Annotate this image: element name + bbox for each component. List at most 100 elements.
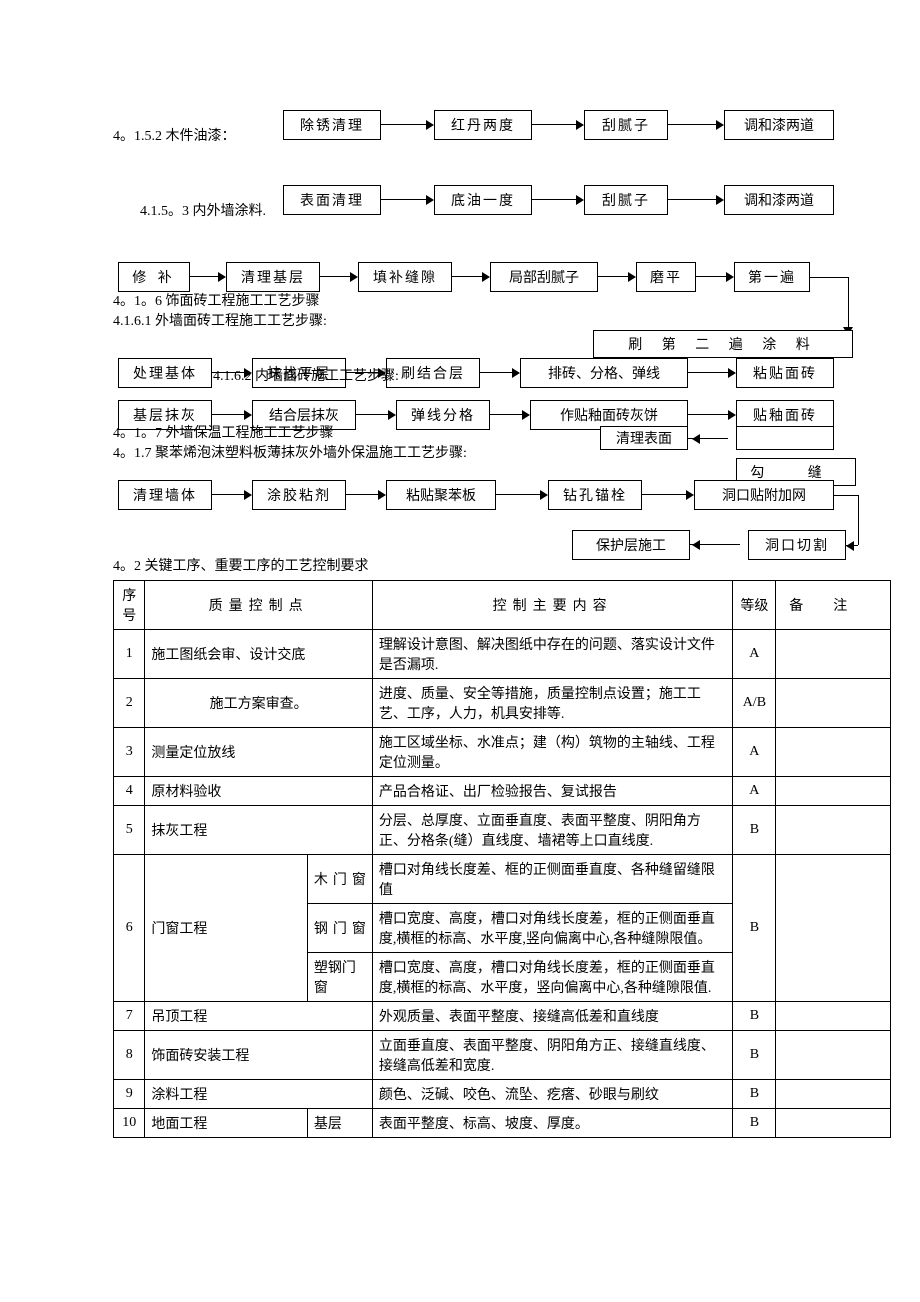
ar-r3-0 (190, 276, 218, 277)
c-8-pt: 饰面砖安装工程 (145, 1031, 373, 1080)
box-r3-1: 清理基层 (226, 262, 320, 292)
qc-row-8: 8 饰面砖安装工程 立面垂直度、表面平整度、阴阳角方正、接缝直线度、接缝高低差和… (114, 1031, 891, 1080)
box-r4-2: 刷结合层 (386, 358, 480, 388)
ar-r5-2 (490, 414, 522, 415)
box-r1-1: 红丹两度 (434, 110, 532, 140)
c-8-ctl: 立面垂直度、表面平整度、阴阳角方正、接缝直线度、接缝高低差和宽度. (372, 1031, 732, 1080)
qc-header-row: 序号 质量控制点 控制主要内容 等级 备注 (114, 581, 891, 630)
th-note: 备注 (776, 581, 891, 630)
th-pt: 质量控制点 (145, 581, 373, 630)
box-r6-taila: 保护层施工 (572, 530, 690, 560)
c-4-note (776, 777, 891, 806)
box-r3-3: 局部刮腻子 (490, 262, 598, 292)
ar-r4-0 (212, 372, 244, 373)
c-7-note (776, 1002, 891, 1031)
ar-r4-1h (378, 368, 386, 378)
qc-row-1: 1 施工图纸会审、设计交底 理解设计意图、解决图纸中存在的问题、落实设计文件是否… (114, 630, 891, 679)
ar-r6-2 (496, 494, 540, 495)
c-4-pt: 原材料验收 (145, 777, 373, 806)
qc-row-9: 9 涂料工程 颜色、泛碱、咬色、流坠、疙瘩、砂眼与刷纹 B (114, 1080, 891, 1109)
box-r5-2: 弹线分格 (396, 400, 490, 430)
label-1-6-2: 4.1.6.2 内墙面砖施工工艺步骤: (213, 365, 399, 385)
box-r6-tailb: 洞口切割 (748, 530, 846, 560)
ar-r4-3h (728, 368, 736, 378)
c-5-pt: 抹灰工程 (145, 806, 373, 855)
c-6a-k: 木门窗 (307, 855, 372, 904)
box-r6-2: 粘贴聚苯板 (386, 480, 496, 510)
box-r4-4: 粘贴面砖 (736, 358, 834, 388)
ar-r6-tv2 (858, 495, 859, 545)
box-r5-taila: 清理表面 (600, 426, 688, 450)
c-5-note (776, 806, 891, 855)
c-2-ctl: 进度、质量、安全等措施，质量控制点设置；施工工艺、工序，人力，机具安排等. (372, 679, 732, 728)
arrow-r1-0-h (426, 120, 434, 130)
c-9-idx: 9 (114, 1080, 145, 1109)
ar-r4-3 (688, 372, 728, 373)
c-9-lvl: B (733, 1080, 776, 1109)
qc-row-5: 5 抹灰工程 分层、总厚度、立面垂直度、表面平整度、阴阳角方正、分格条(缝）直线… (114, 806, 891, 855)
th-lvl: 等级 (733, 581, 776, 630)
label-1-7: 4。1.7 聚苯烯泡沫塑料板薄抹灰外墙外保温施工工艺步骤: (113, 442, 467, 462)
c-4-idx: 4 (114, 777, 145, 806)
ar-r6-3 (642, 494, 686, 495)
c-7-ctl: 外观质量、表面平整度、接缝高低差和直线度 (372, 1002, 732, 1031)
ar-r5-3 (688, 414, 728, 415)
box-r4-3: 排砖、分格、弹线 (520, 358, 688, 388)
qc-row-2: 2 施工方案审查。 进度、质量、安全等措施，质量控制点设置；施工工艺、工序，人力… (114, 679, 891, 728)
box-r3-0: 修 补 (118, 262, 190, 292)
box-r2-0: 表面清理 (283, 185, 381, 215)
qc-row-10: 10 地面工程 基层 表面平整度、标高、坡度、厚度。 B (114, 1109, 891, 1138)
c-2-lvl: A/B (733, 679, 776, 728)
c-8-lvl: B (733, 1031, 776, 1080)
qc-row-7: 7 吊顶工程 外观质量、表面平整度、接缝高低差和直线度 B (114, 1002, 891, 1031)
arrow-r1-1 (532, 124, 576, 125)
ar-r3-1 (320, 276, 350, 277)
c-6c-ctl: 槽口宽度、高度，槽口对角线长度差，框的正侧面垂直度,横框的标高、水平度，竖向偏离… (372, 953, 732, 1002)
qc-table: 序号 质量控制点 控制主要内容 等级 备注 1 施工图纸会审、设计交底 理解设计… (113, 580, 891, 1138)
label-1-6: 4。1。6 饰面砖工程施工工艺步骤 (113, 290, 320, 310)
c-3-lvl: A (733, 728, 776, 777)
ar-r3-2h (482, 272, 490, 282)
box-r3-5: 第一遍 (734, 262, 810, 292)
arrow-r1-2 (668, 124, 716, 125)
box-r1-3: 调和漆两道 (724, 110, 834, 140)
ar-r3-0h (218, 272, 226, 282)
ar-r5-3h (728, 410, 736, 420)
arrow-r2-0-h (426, 195, 434, 205)
c-2-note (776, 679, 891, 728)
label-1-5-2: 4。1.5.2 木件油漆： (113, 125, 236, 145)
box-r1-0: 除锈清理 (283, 110, 381, 140)
c-1-lvl: A (733, 630, 776, 679)
qc-tbody: 1 施工图纸会审、设计交底 理解设计意图、解决图纸中存在的问题、落实设计文件是否… (114, 630, 891, 1138)
ar-r5-1h (388, 410, 396, 420)
ar-r4-1 (346, 372, 378, 373)
c-5-idx: 5 (114, 806, 145, 855)
ar-r4-0h (244, 368, 252, 378)
box-r5-tailc (736, 426, 834, 450)
c-9-note (776, 1080, 891, 1109)
c-7-idx: 7 (114, 1002, 145, 1031)
c-8-idx: 8 (114, 1031, 145, 1080)
box-r3-2: 填补缝隙 (358, 262, 452, 292)
c-1-ctl: 理解设计意图、解决图纸中存在的问题、落实设计文件是否漏项. (372, 630, 732, 679)
c-10-idx: 10 (114, 1109, 145, 1138)
c-6-lvl: B (733, 855, 776, 1002)
c-4-ctl: 产品合格证、出厂检验报告、复试报告 (372, 777, 732, 806)
ar-r3-4h (726, 272, 734, 282)
box-r2-3: 调和漆两道 (724, 185, 834, 215)
ar-r5-0 (212, 414, 244, 415)
box-r6-0: 清理墙体 (118, 480, 212, 510)
arrow-r1-0 (381, 124, 426, 125)
ar-r6-tv3h (846, 541, 854, 551)
ar-r6-1h (378, 490, 386, 500)
c-6-idx: 6 (114, 855, 145, 1002)
c-3-idx: 3 (114, 728, 145, 777)
qc-row-3: 3 测量定位放线 施工区域坐标、水准点；建（构）筑物的主轴线、工程定位测量。 A (114, 728, 891, 777)
box-r6-3: 钻孔锚栓 (548, 480, 642, 510)
ar-r6-0h (244, 490, 252, 500)
box-r2-1: 底油一度 (434, 185, 532, 215)
box-r1-2: 刮腻子 (584, 110, 668, 140)
arrow-r2-2 (668, 199, 716, 200)
c-7-pt: 吊顶工程 (145, 1002, 373, 1031)
c-2-pt: 施工方案审查。 (145, 679, 373, 728)
